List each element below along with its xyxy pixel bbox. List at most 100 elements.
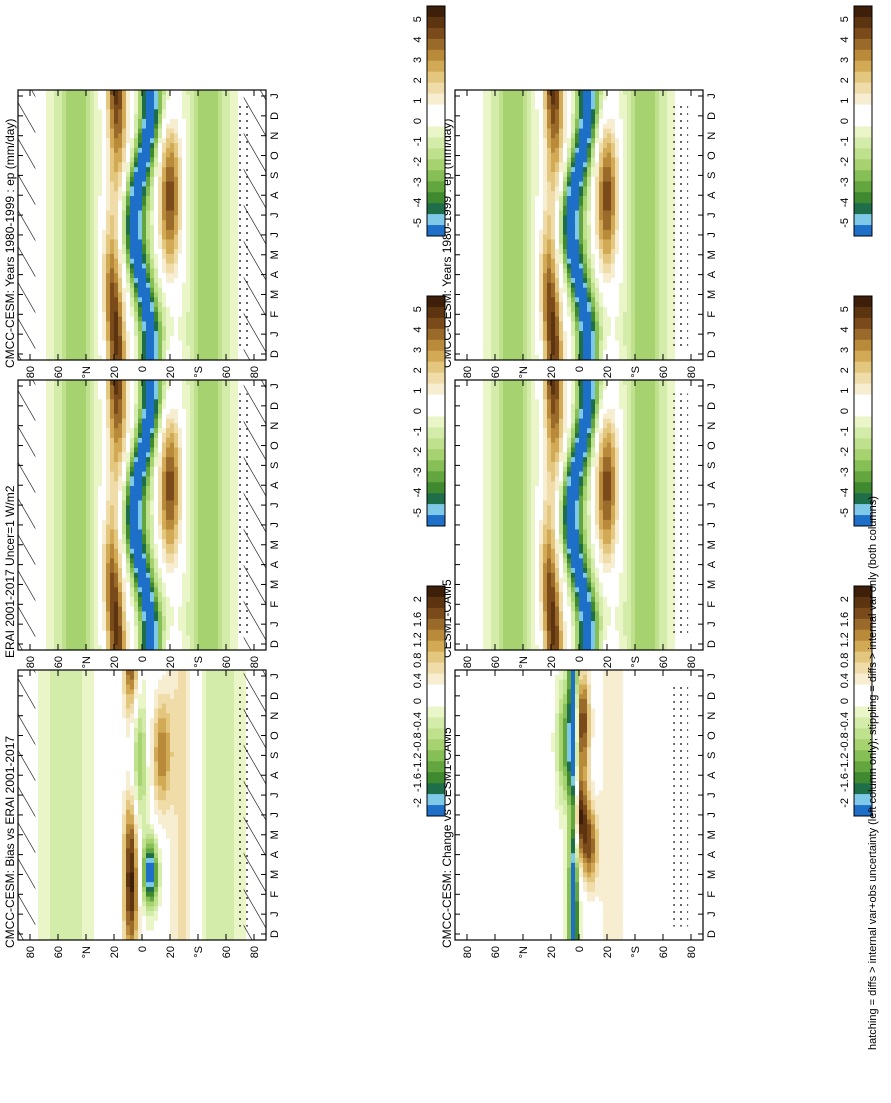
heat-cell	[70, 215, 74, 220]
heat-cell	[230, 109, 234, 114]
heat-cell	[158, 109, 162, 114]
heat-cell	[102, 244, 106, 249]
heat-cell	[495, 341, 499, 346]
heat-cell	[74, 341, 78, 346]
heat-cell	[114, 215, 118, 220]
heat-cell	[126, 239, 130, 244]
heat-cell	[523, 186, 527, 191]
heat-cell	[495, 268, 499, 273]
heat-cell	[487, 268, 491, 273]
heat-cell	[126, 225, 130, 230]
heat-cell	[150, 259, 154, 264]
heat-cell	[162, 104, 166, 109]
heat-cell	[539, 225, 543, 230]
heat-cell	[150, 148, 154, 153]
heat-cell	[467, 211, 471, 216]
heat-cell	[527, 177, 531, 182]
heat-cell	[130, 225, 134, 230]
heat-cell	[547, 278, 551, 283]
heat-cell	[70, 90, 74, 95]
heat-cell	[206, 259, 210, 264]
heat-cell	[62, 254, 66, 259]
heat-cell	[194, 283, 198, 288]
lat-tick-label: 0	[137, 366, 149, 372]
heat-cell	[138, 297, 142, 302]
heat-cell	[162, 346, 166, 351]
heat-cell	[130, 172, 134, 177]
heat-cell	[499, 220, 503, 225]
heat-cell	[214, 317, 218, 322]
heat-cell	[118, 302, 122, 307]
heat-cell	[463, 104, 467, 109]
heat-cell	[74, 268, 78, 273]
heat-cell	[186, 259, 190, 264]
heat-cell	[54, 268, 58, 273]
heat-cell	[499, 307, 503, 312]
heat-cell	[535, 312, 539, 317]
heat-cell	[74, 350, 78, 355]
heat-cell	[90, 90, 94, 95]
heat-cell	[130, 220, 134, 225]
heat-cell	[114, 162, 118, 167]
heat-cell	[122, 321, 126, 326]
heat-cell	[463, 254, 467, 259]
heat-cell	[186, 100, 190, 105]
heat-cell	[519, 167, 523, 172]
heat-cell	[146, 124, 150, 129]
heat-cell	[455, 158, 459, 163]
heat-cell	[539, 153, 543, 158]
heat-cell	[146, 100, 150, 105]
heat-cell	[495, 90, 499, 95]
heat-cell	[178, 350, 182, 355]
heat-cell	[170, 109, 174, 114]
heat-cell	[126, 312, 130, 317]
heat-cell	[455, 336, 459, 341]
heat-cell	[198, 230, 202, 235]
heat-cell	[194, 119, 198, 124]
heat-cell	[38, 143, 42, 148]
heat-cell	[459, 336, 463, 341]
heat-cell	[154, 297, 158, 302]
heat-cell	[491, 273, 495, 278]
heat-cell	[463, 109, 467, 114]
heat-cell	[475, 283, 479, 288]
heat-cell	[479, 177, 483, 182]
heat-cell	[202, 133, 206, 138]
heat-cell	[134, 341, 138, 346]
heat-cell	[166, 172, 170, 177]
heat-cell	[146, 138, 150, 143]
heat-cell	[90, 317, 94, 322]
heat-cell	[62, 331, 66, 336]
heat-cell	[551, 235, 555, 240]
heat-cell	[459, 138, 463, 143]
heat-cell	[519, 220, 523, 225]
heat-cell	[186, 186, 190, 191]
heat-cell	[186, 143, 190, 148]
heat-cell	[154, 278, 158, 283]
heat-cell	[94, 211, 98, 216]
heat-cell	[206, 133, 210, 138]
heat-cell	[226, 133, 230, 138]
heat-cell	[210, 259, 214, 264]
heat-cell	[483, 297, 487, 302]
heat-cell	[222, 302, 226, 307]
heat-cell	[543, 143, 547, 148]
heat-cell	[551, 119, 555, 124]
heat-cell	[198, 124, 202, 129]
heat-cell	[42, 215, 46, 220]
heat-cell	[62, 341, 66, 346]
heat-cell	[66, 104, 70, 109]
heat-cell	[198, 278, 202, 283]
heat-cell	[467, 346, 471, 351]
month-tick-label: S	[269, 172, 281, 179]
heat-cell	[78, 244, 82, 249]
heat-cell	[174, 124, 178, 129]
heat-cell	[475, 104, 479, 109]
heat-cell	[74, 283, 78, 288]
heat-cell	[190, 302, 194, 307]
heat-cell	[198, 283, 202, 288]
heat-cell	[78, 95, 82, 100]
heat-cell	[475, 182, 479, 187]
heat-cell	[62, 186, 66, 191]
heat-cell	[154, 138, 158, 143]
